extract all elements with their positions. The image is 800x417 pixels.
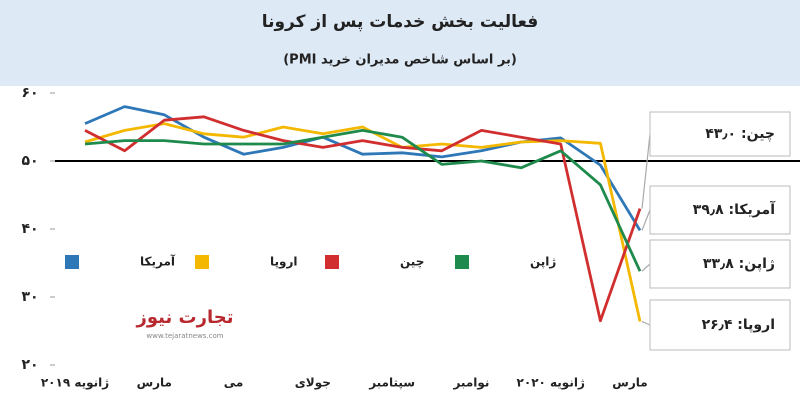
legend-swatch bbox=[195, 255, 209, 269]
legend-swatch bbox=[325, 255, 339, 269]
legend-label: چین bbox=[400, 255, 424, 269]
series-line bbox=[84, 105, 642, 232]
callout-leader bbox=[641, 133, 651, 209]
callout-box bbox=[649, 185, 791, 235]
x-tick-label: می bbox=[224, 376, 244, 390]
callout-leader bbox=[641, 320, 651, 326]
callout-label: ژاپن: ۳۳٫۸ bbox=[703, 256, 775, 272]
x-tick-label: ژانویه ۲۰۲۰ bbox=[517, 376, 585, 391]
y-tick-label: ۲۰ bbox=[21, 357, 38, 373]
legend-label: اروپا bbox=[270, 255, 298, 270]
callout-separator: : bbox=[734, 256, 744, 272]
callout-leader bbox=[641, 263, 651, 272]
callout-label: آمریکا: ۳۹٫۸ bbox=[693, 200, 776, 218]
callout-series-name: آمریکا bbox=[734, 200, 776, 218]
callout-label: چین: ۴۳٫۰ bbox=[705, 126, 775, 142]
series-line bbox=[84, 115, 642, 323]
series-line bbox=[84, 129, 642, 272]
callout-value: ۲۶٫۴ bbox=[702, 317, 733, 333]
callout-separator: : bbox=[732, 317, 742, 333]
header-band bbox=[0, 0, 800, 86]
callout-box bbox=[649, 111, 791, 157]
legend-swatch bbox=[65, 255, 79, 269]
y-tick-label: ۵۰ bbox=[21, 153, 38, 169]
callout-leader bbox=[641, 209, 651, 231]
x-tick-label: جولای bbox=[295, 376, 331, 391]
callout-label: اروپا: ۲۶٫۴ bbox=[702, 317, 775, 333]
chart-title: فعالیت بخش خدمات پس از کرونا bbox=[262, 12, 539, 32]
callout-series-name: چین bbox=[747, 126, 775, 142]
callout-value: ۳۳٫۸ bbox=[703, 256, 734, 272]
callout-value: ۳۹٫۸ bbox=[693, 202, 724, 218]
watermark-logo: تجارت نیوز bbox=[136, 307, 234, 328]
callout-series-name: ژاپن bbox=[744, 256, 775, 272]
x-tick-label: نوامبر bbox=[452, 376, 489, 391]
y-tick-label: ۶۰ bbox=[21, 85, 38, 101]
callout-series-name: اروپا bbox=[743, 317, 775, 333]
legend-label: آمریکا bbox=[140, 254, 176, 269]
callout-separator: : bbox=[724, 202, 734, 218]
x-tick-label: مارس bbox=[612, 376, 647, 390]
legend-swatch bbox=[455, 255, 469, 269]
y-tick-label: ۳۰ bbox=[21, 289, 38, 305]
chart-subtitle: (بر اساس شاخص مدیران خرید PMI) bbox=[283, 53, 517, 68]
y-tick-label: ۴۰ bbox=[21, 221, 38, 237]
callout-box bbox=[649, 239, 791, 289]
x-tick-label: مارس bbox=[137, 376, 172, 390]
x-tick-label: سپتامبر bbox=[368, 376, 415, 390]
watermark-url: www.tejaratnews.com bbox=[146, 332, 223, 340]
x-tick-label: ژانویه ۲۰۱۹ bbox=[41, 376, 109, 391]
callout-box bbox=[649, 299, 791, 351]
legend-label: ژاپن bbox=[530, 255, 556, 269]
callout-value: ۴۳٫۰ bbox=[705, 126, 736, 142]
callout-separator: : bbox=[736, 126, 746, 142]
